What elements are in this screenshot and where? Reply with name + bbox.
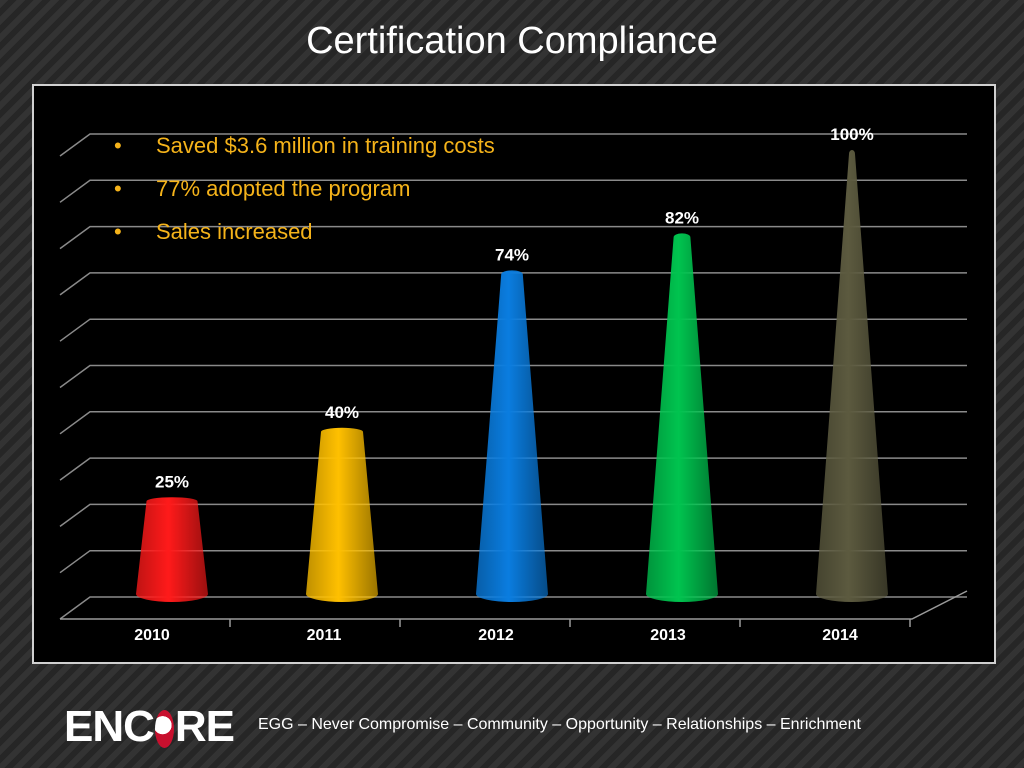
x-tick-label: 2010	[134, 627, 170, 644]
slide-title: Certification Compliance	[306, 20, 718, 62]
bullet-item: • 77% adopted the program	[114, 167, 495, 210]
logo-text-start: ENC	[64, 702, 155, 751]
x-tick-labels: 2010 2011 2012 2013 2014	[134, 627, 858, 644]
bullet-list: • Saved $3.6 million in training costs • 7…	[114, 124, 495, 253]
bullet-text: Sales increased	[156, 219, 313, 244]
x-tick-label: 2014	[822, 627, 858, 644]
x-tick-label: 2011	[307, 627, 342, 644]
encore-logo: ENC RE	[64, 702, 235, 751]
gridlines	[59, 133, 968, 627]
bullet-text: 77% adopted the program	[156, 176, 411, 201]
chart-panel: 25% 40% 74% 82% 100% 2010 2011 2012 2013 2014 • S…	[32, 84, 996, 664]
data-label: 82%	[665, 208, 699, 227]
data-label: 100%	[830, 125, 873, 144]
cone-2014	[816, 150, 888, 602]
data-label: 40%	[325, 403, 359, 422]
cones	[136, 150, 888, 603]
cone-chart: 25% 40% 74% 82% 100% 2010 2011 2012 2013 2014	[59, 125, 968, 644]
data-label: 25%	[155, 472, 189, 491]
bullet-marker: •	[114, 176, 122, 201]
logo-text-end: RE	[174, 702, 235, 751]
cone-2010	[136, 497, 208, 602]
data-label: 74%	[495, 245, 529, 264]
x-tick-label: 2012	[478, 627, 514, 644]
bullet-marker: •	[114, 133, 122, 158]
bullet-text: Saved $3.6 million in training costs	[156, 133, 495, 158]
bullet-marker: •	[114, 219, 122, 244]
gridline	[59, 179, 967, 203]
data-labels: 25% 40% 74% 82% 100%	[155, 125, 874, 491]
bullet-item: • Saved $3.6 million in training costs	[114, 124, 495, 167]
floor-edge	[60, 590, 968, 620]
egg-icon	[154, 710, 174, 748]
cone-2012	[476, 270, 548, 602]
bullet-item: • Sales increased	[114, 210, 495, 253]
gridline	[59, 133, 967, 157]
gridline	[59, 225, 967, 250]
cone-2013	[646, 233, 718, 603]
x-tick-label: 2013	[650, 627, 686, 644]
cone-2011	[306, 427, 378, 602]
footer-tagline: EGG – Never Compromise – Community – Opp…	[258, 716, 861, 733]
